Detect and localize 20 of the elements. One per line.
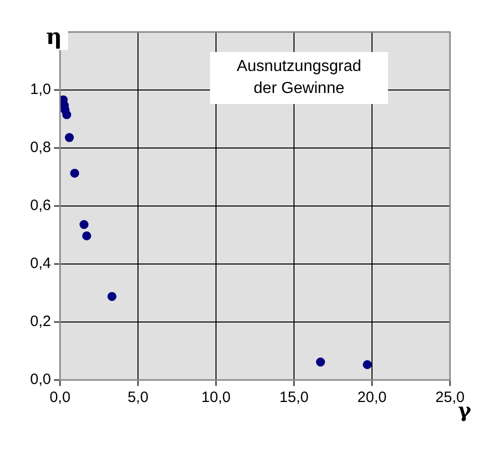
y-tick-label: 0,2 xyxy=(30,313,51,330)
x-tick-label: 5,0 xyxy=(128,389,148,406)
point xyxy=(362,360,372,370)
x-tick-label: 0,0 xyxy=(50,389,70,406)
y-tick-label: 0,0 xyxy=(30,371,51,388)
point xyxy=(80,220,89,230)
point xyxy=(64,133,74,142)
point xyxy=(70,168,80,178)
y-tick-label: 0,6 xyxy=(30,197,51,214)
y-tick-label: 1,0 xyxy=(30,81,51,98)
point xyxy=(82,231,92,240)
y-tick-label: 0,8 xyxy=(30,139,51,156)
x-tick-label: 20,0 xyxy=(357,389,387,406)
x-tick-label: 15,0 xyxy=(279,389,309,406)
y-tick-label: 0,4 xyxy=(30,255,51,272)
point xyxy=(107,292,116,301)
point xyxy=(316,358,326,367)
y-axis-title: η xyxy=(40,24,68,50)
point xyxy=(62,110,72,120)
x-tick-label: 10,0 xyxy=(201,389,231,406)
